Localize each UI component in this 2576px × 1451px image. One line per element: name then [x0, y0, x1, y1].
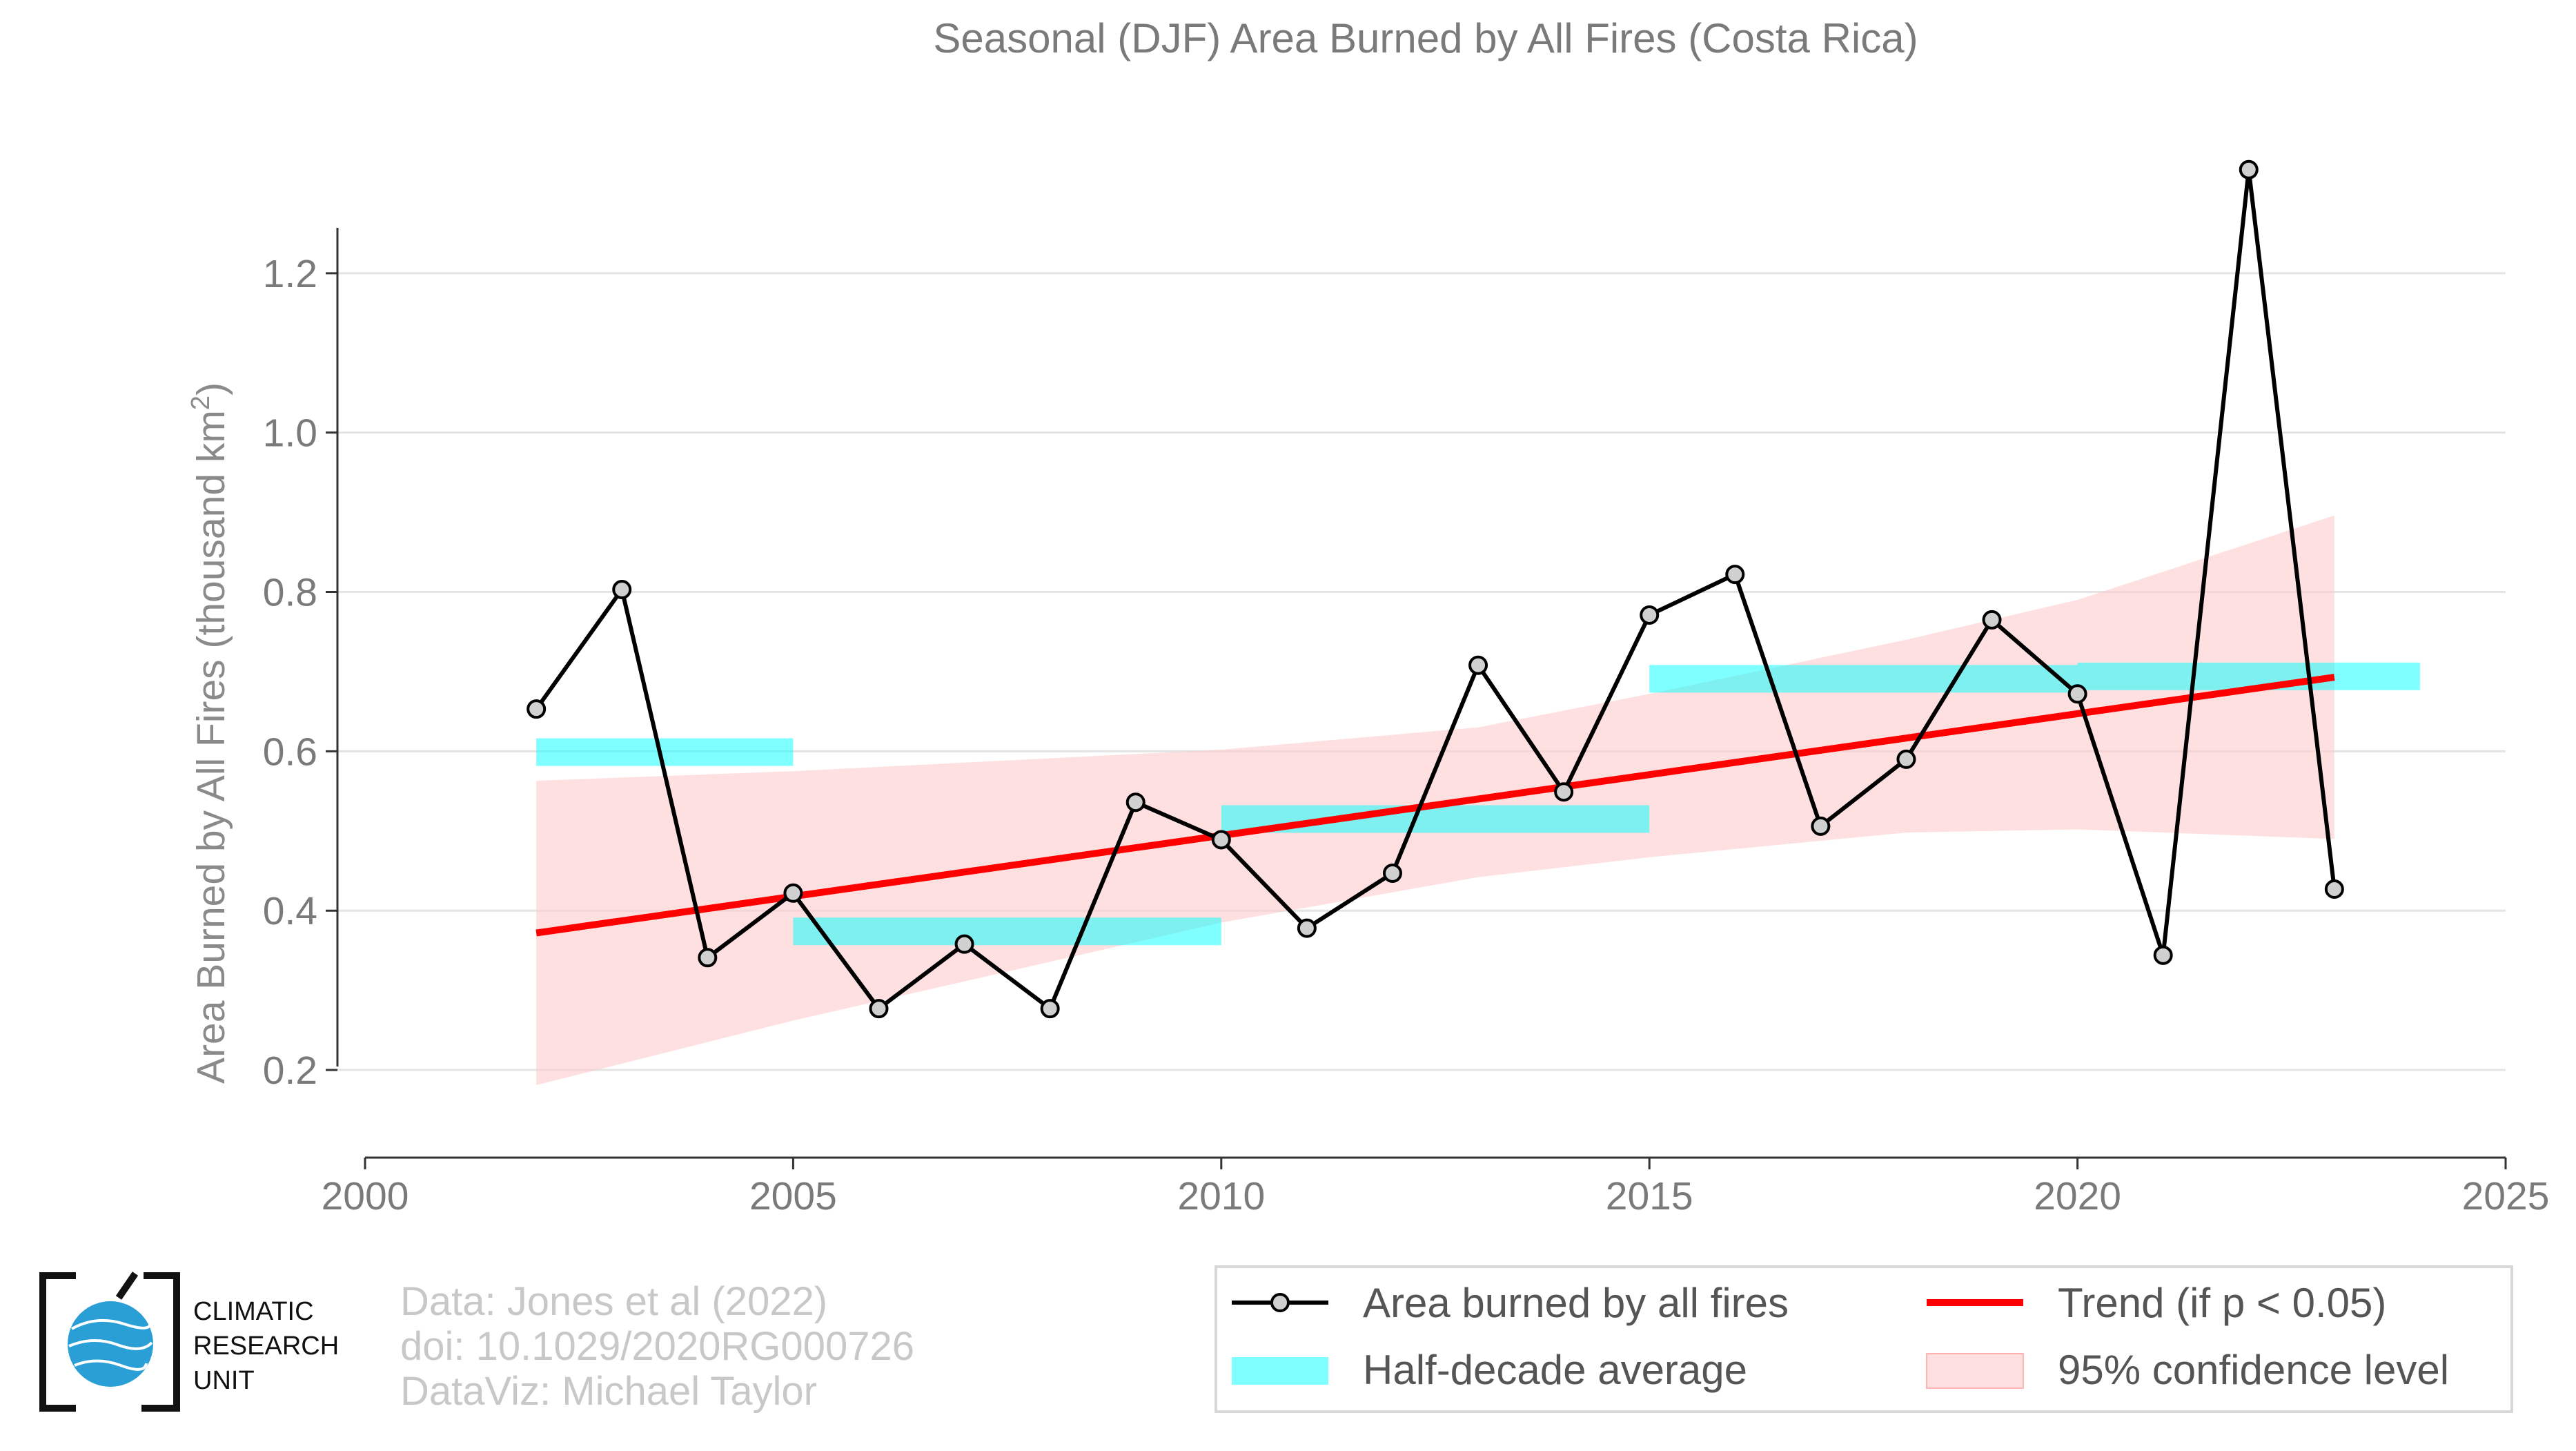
half-decade-bar-1: [793, 917, 1221, 946]
confidence-band-layer: [536, 515, 2334, 1085]
y-tick-label-4: 1.0: [263, 411, 317, 456]
data-point-2020: [2067, 684, 2087, 704]
data-point-2016: [1725, 565, 1745, 585]
logo-text-line1: CLIMATIC: [193, 1297, 314, 1326]
data-point-2003: [612, 580, 632, 600]
x-tick-label-3: 2015: [1606, 1174, 1693, 1218]
credit-dataviz: DataViz: Michael Taylor: [400, 1369, 817, 1414]
trend-line: [535, 674, 2335, 937]
legend-swatch-average: [1232, 1357, 1328, 1385]
data-point-2018: [1896, 749, 1916, 769]
globe-wave-2: [68, 1338, 153, 1350]
chart-title: Seasonal (DJF) Area Burned by All Fires …: [933, 15, 1918, 61]
series-layer: [527, 159, 2344, 1019]
data-point-2022: [2239, 159, 2259, 179]
legend-label-confidence: 95% confidence level: [2058, 1347, 2449, 1393]
x-ticks: 2000 2005 2010 2015 2020 2025: [322, 1158, 2550, 1218]
series-line-0: [534, 167, 2337, 1011]
data-point-2012: [1382, 863, 1402, 883]
y-tick-label-5: 1.2: [263, 252, 317, 296]
globe-icon: [68, 1301, 153, 1387]
logo-text-line2: RESEARCH: [193, 1332, 339, 1361]
y-tick-label-3: 0.8: [263, 571, 317, 615]
data-point-2015: [1640, 605, 1660, 625]
x-tick-label-2: 2010: [1177, 1174, 1265, 1218]
legend-swatch-confidence: [1926, 1353, 2024, 1389]
logo-text-line3: UNIT: [193, 1366, 255, 1395]
x-tick-label-0: 2000: [322, 1174, 409, 1218]
y-ticks: 0.2 0.4 0.6 0.8 1.0 1.2: [263, 252, 337, 1093]
y-axis-label-superscript: 2: [186, 396, 215, 410]
data-point-2005: [783, 883, 803, 903]
data-point-2009: [1125, 792, 1146, 812]
data-point-2007: [954, 934, 974, 954]
y-axis-label: Area Burned by All Fires (thousand km2): [186, 382, 233, 1084]
globe-wave-1: [71, 1318, 153, 1330]
y-tick-label-2: 0.6: [263, 730, 317, 774]
legend-label-trend: Trend (if p < 0.05): [2058, 1280, 2386, 1326]
data-point-2017: [1811, 816, 1831, 836]
cru-logo: CLIMATIC RESEARCH UNIT: [39, 1272, 339, 1412]
data-point-2008: [1040, 999, 1060, 1019]
x-tick-label-5: 2025: [2462, 1174, 2550, 1218]
logo-bracket-left: [39, 1272, 76, 1412]
half-decade-bar-3: [1649, 665, 2078, 693]
data-point-2006: [869, 999, 889, 1019]
logo-slash: [115, 1272, 139, 1300]
x-tick-label-1: 2005: [749, 1174, 837, 1218]
logo-bracket-right: [141, 1272, 180, 1412]
data-point-2013: [1468, 655, 1488, 675]
legend-label-average: Half-decade average: [1363, 1347, 1747, 1393]
trend-layer: [535, 674, 2335, 937]
y-tick-label-1: 0.4: [263, 889, 317, 933]
legend-label-series: Area burned by all fires: [1363, 1280, 1789, 1326]
half-decade-bar-4: [2077, 662, 2420, 690]
legend: Area burned by all fires Trend (if p < 0…: [1215, 1265, 2513, 1413]
globe-wave-3: [74, 1359, 148, 1371]
credit-data-source: Data: Jones et al (2022): [400, 1279, 827, 1324]
data-point-2011: [1297, 918, 1317, 938]
data-point-2010: [1211, 830, 1231, 850]
data-point-2002: [527, 699, 547, 719]
data-point-2019: [1982, 610, 2002, 630]
data-point-2023: [2324, 879, 2344, 899]
legend-marker-series: [1270, 1293, 1290, 1312]
y-tick-label-0: 0.2: [263, 1049, 317, 1093]
data-point-2014: [1554, 782, 1574, 802]
legend-box: [1215, 1265, 2513, 1413]
x-tick-label-4: 2020: [2034, 1174, 2121, 1218]
half-decade-bar-0: [536, 738, 794, 766]
credit-doi: doi: 10.1029/2020RG000726: [400, 1324, 914, 1369]
data-point-2021: [2153, 945, 2173, 965]
confidence-band: [536, 515, 2334, 1085]
data-point-2004: [698, 948, 718, 968]
